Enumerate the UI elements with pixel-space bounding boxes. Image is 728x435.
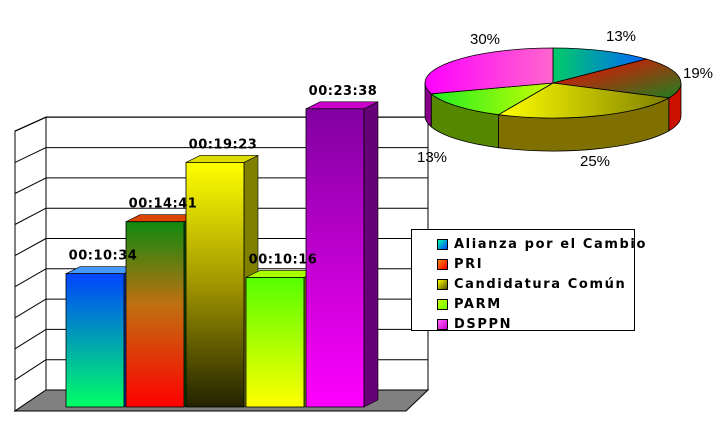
gridline-side (14, 268, 47, 288)
legend: Alianza por el Cambio PRI Candidatura Co… (411, 229, 645, 334)
pie-labels-group: 13% 19% 25% 13% 30% (417, 28, 713, 170)
bar-data-label: 00:23:38 (309, 84, 378, 99)
gridline-side (14, 147, 47, 163)
legend-item-dsppn: DSPPN (437, 314, 634, 334)
pie-slice-3 (497, 82, 671, 119)
gridline-side (14, 238, 47, 257)
legend-swatch (437, 318, 448, 330)
bars-group (65, 101, 379, 408)
bar-5 (305, 101, 379, 408)
legend-label: PARM (454, 296, 502, 312)
bar-side (363, 101, 379, 408)
pie-value-label: 13% (606, 28, 636, 45)
gridline-side (14, 328, 47, 350)
bar-data-label: 00:14:41 (129, 197, 198, 212)
legend-label: PRI (454, 256, 484, 272)
bar-data-label: 00:10:34 (69, 249, 138, 264)
legend-swatch (437, 298, 448, 310)
pie-slice-2 (552, 58, 682, 99)
bar-front (185, 162, 245, 408)
legend-item-parm: PARM (437, 294, 634, 314)
pie-slice-4 (430, 82, 554, 116)
bar-front (125, 221, 185, 408)
legend-swatch (437, 238, 448, 250)
pie-sides (424, 82, 682, 152)
pie-value-label: 30% (470, 31, 500, 48)
bar-front (65, 273, 125, 408)
bar-front (305, 108, 365, 408)
gridline-side (14, 207, 47, 225)
legend-item-pri: PRI (437, 254, 634, 274)
legend-label: DSPPN (454, 316, 513, 332)
gridline-side (14, 359, 47, 381)
pie-value-label: 13% (417, 149, 447, 166)
gridline-side (14, 298, 47, 319)
legend-item-candidatura: Candidatura Común (437, 274, 634, 294)
pie-value-label: 25% (580, 153, 610, 170)
legend-label: Alianza por el Cambio (454, 236, 647, 252)
legend-swatch (437, 278, 448, 290)
pie-slice-5 (424, 47, 554, 95)
gridline-side (14, 116, 47, 132)
legend-swatch (437, 258, 448, 270)
pie-slice-1 (552, 47, 648, 84)
side-wall (14, 116, 47, 412)
pie-value-label: 19% (683, 65, 713, 82)
legend-item-alianza: Alianza por el Cambio (437, 234, 645, 254)
bar-data-label: 00:10:16 (249, 252, 318, 267)
legend-label: Candidatura Común (454, 276, 627, 292)
bar-front (245, 277, 305, 408)
bar-data-label: 00:19:23 (189, 137, 258, 152)
bar-labels-group: 00:10:34 00:14:41 00:19:23 00:10:16 00:23:38 (69, 84, 378, 268)
gridline-side (14, 177, 47, 194)
pie-chart (424, 47, 682, 152)
